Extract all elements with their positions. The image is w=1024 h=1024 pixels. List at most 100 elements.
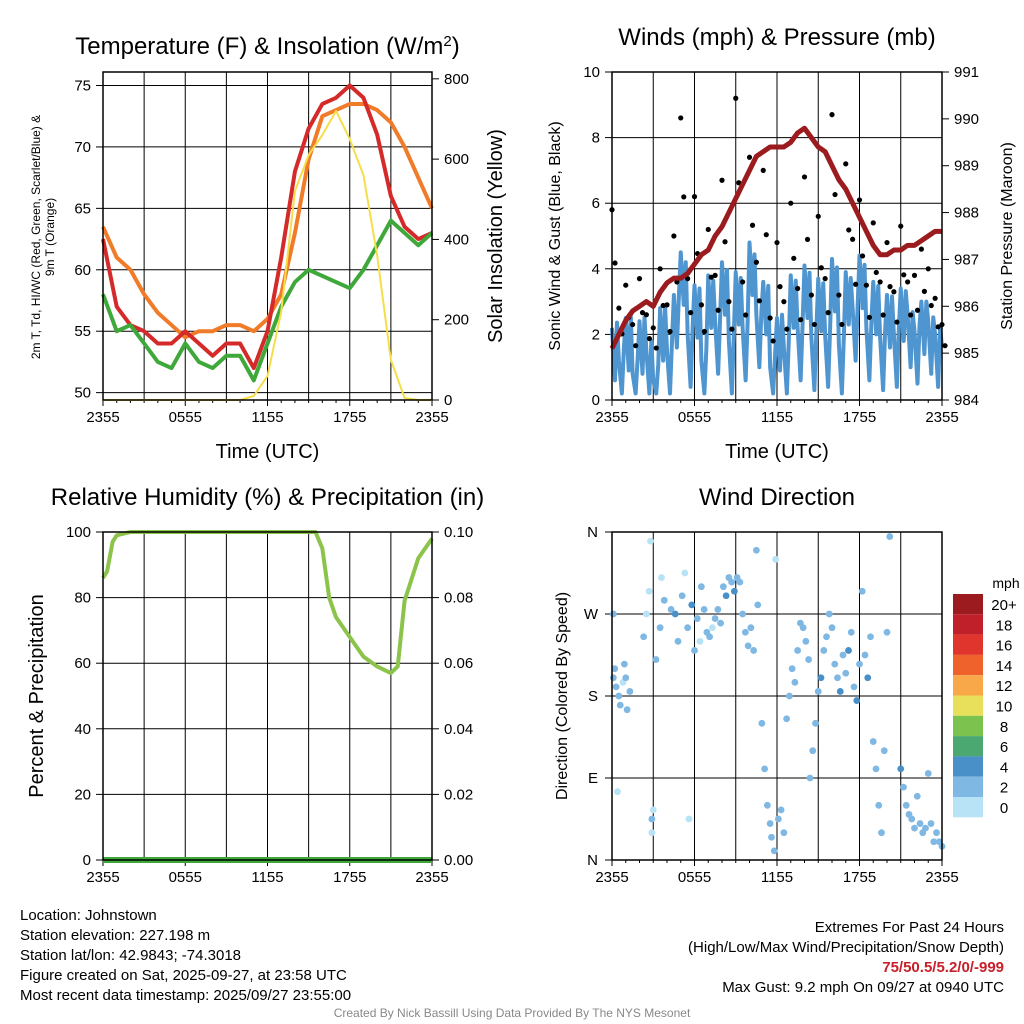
gust-point [715, 307, 721, 313]
plot-frame [102, 531, 433, 861]
gust-point [630, 321, 636, 328]
gust-point [856, 197, 863, 203]
direction-point [858, 587, 866, 595]
y-tick-label: 0 [83, 852, 91, 869]
direction-point [823, 633, 830, 641]
direction-point [777, 806, 785, 814]
direction-point [900, 783, 907, 791]
x-tick-label: 1155 [251, 869, 283, 886]
elevation-text: Station elevation: 227.198 m [20, 927, 211, 944]
direction-point [927, 820, 935, 827]
gust-point [911, 272, 918, 278]
direction-point [623, 706, 631, 714]
direction-point [856, 660, 863, 668]
direction-point [678, 592, 686, 600]
extremes-info: Extremes For Past 24 Hours (High/Low/Max… [688, 918, 1004, 998]
direction-point [774, 815, 782, 823]
gust-point [891, 289, 897, 295]
x-tick-label: 2355 [415, 409, 448, 426]
gust-point [770, 338, 776, 344]
direction-point [847, 628, 855, 636]
series-td [101, 218, 434, 383]
direction-point [788, 665, 796, 673]
station-info: Location: Johnstown Station elevation: 2… [20, 906, 351, 1006]
x-tick-label: 1755 [843, 409, 876, 426]
direction-point [642, 610, 650, 618]
gust-point [746, 154, 753, 160]
credit-text: Created By Nick Bassill Using Data Provi… [333, 1006, 691, 1020]
gust-point [791, 255, 797, 261]
x-tick-label: 1755 [843, 869, 876, 886]
gust-point [928, 302, 934, 309]
y-tick-label: 80 [74, 590, 91, 607]
direction-point [913, 792, 921, 800]
y-right-axis-label: Station Pressure (Maroon) [999, 142, 1016, 330]
gust-point [822, 276, 828, 282]
plot-frame [611, 531, 943, 861]
gust-point [866, 314, 873, 320]
legend-label: 8 [1000, 719, 1008, 736]
direction-point [714, 606, 722, 613]
series-sonic-wind [610, 240, 944, 396]
gust-point [650, 325, 656, 331]
extremes-title: Extremes For Past 24 Hours [814, 919, 1004, 936]
gust-point [671, 233, 677, 239]
y-tick-label: N [587, 524, 598, 541]
gust-point [664, 302, 670, 308]
direction-point [758, 719, 766, 727]
y-tick-label: S [588, 688, 598, 705]
gust-point [749, 222, 756, 228]
gust-point [636, 276, 643, 282]
direction-point [674, 637, 682, 645]
gust-point [905, 279, 911, 285]
direction-point [772, 555, 780, 563]
gust-point [678, 115, 684, 121]
gust-point [660, 302, 666, 309]
y-tick-label: 6 [592, 195, 600, 212]
gust-point [846, 227, 852, 233]
direction-point [730, 587, 738, 595]
gust-point [918, 246, 924, 252]
direction-point [741, 628, 749, 636]
gust-point [646, 335, 653, 342]
y-tick-label: 70 [74, 139, 91, 156]
direction-point [700, 606, 708, 613]
extremes-legend: (High/Low/Max Wind/Precipitation/Snow De… [688, 939, 1004, 956]
y-right-tick-label: 600 [444, 151, 469, 168]
legend-label: 0 [1000, 800, 1008, 817]
x-tick-label: 0555 [678, 409, 711, 426]
y-right-tick-label: 985 [954, 345, 979, 362]
y-right-tick-label: 200 [444, 312, 469, 329]
direction-point [908, 815, 916, 823]
y-tick-label: 40 [74, 721, 91, 738]
gust-point [639, 310, 646, 316]
direction-point [924, 770, 932, 777]
legend-label: 18 [996, 617, 1013, 634]
x-tick-label: 2355 [925, 869, 958, 886]
legend-swatch [953, 715, 983, 737]
gust-point [815, 213, 821, 219]
x-tick-label: 0555 [678, 869, 711, 886]
x-tick-label: 2355 [415, 869, 448, 886]
gust-point [784, 326, 790, 332]
direction-point [850, 683, 858, 691]
series-9m-t [101, 101, 434, 340]
gust-point [743, 312, 749, 318]
gust-point [756, 298, 763, 304]
direction-point [609, 610, 617, 618]
x-tick-label: 1155 [761, 409, 793, 426]
direction-point [791, 678, 799, 686]
gust-point [914, 307, 921, 313]
y-right-tick-label: 0 [444, 392, 452, 409]
gust-point [643, 312, 649, 318]
legend-swatch [953, 614, 983, 635]
gust-point [808, 292, 814, 298]
direction-point [768, 833, 775, 841]
legend-swatch [953, 594, 983, 615]
direction-point [886, 533, 894, 540]
gust-point [705, 226, 711, 233]
direction-point [684, 624, 692, 632]
gust-point [859, 253, 866, 259]
direction-point [930, 838, 938, 846]
